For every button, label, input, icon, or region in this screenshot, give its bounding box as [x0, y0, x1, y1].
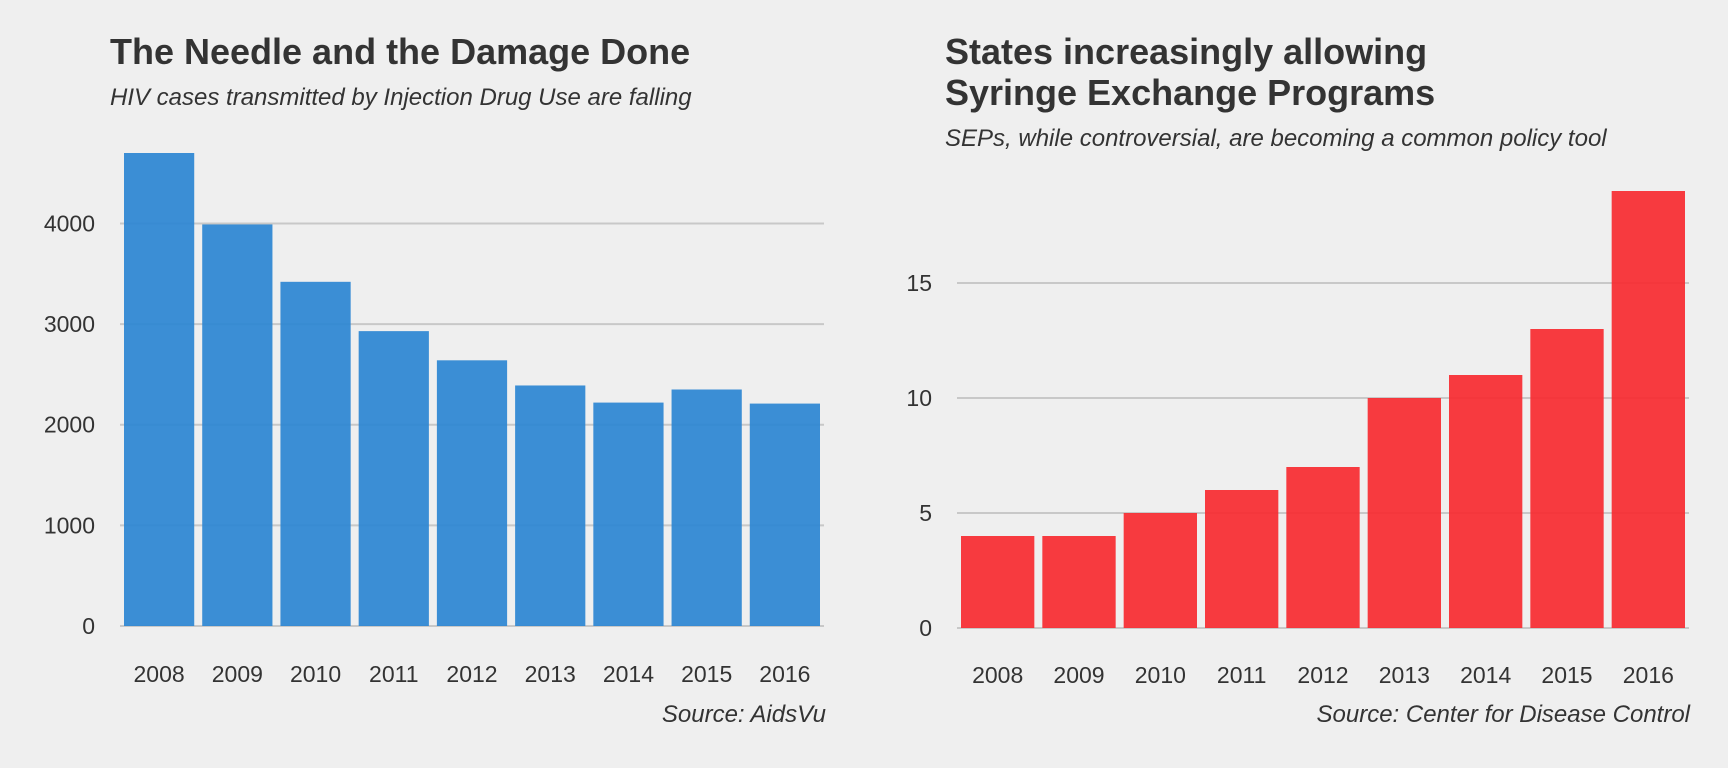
x-tick-label: 2008 [134, 661, 185, 687]
bar-2016 [749, 403, 820, 626]
x-tick-label: 2015 [1541, 662, 1592, 688]
chart-title: The Needle and the Damage Done [110, 31, 691, 72]
y-tick-label: 3000 [44, 311, 95, 337]
chart-subtitle: HIV cases transmitted by Injection Drug … [110, 84, 692, 111]
chart-panel-hiv: The Needle and the Damage Done HIV cases… [44, 31, 826, 728]
x-tick-label: 2013 [525, 661, 576, 687]
bar-2014 [1449, 375, 1523, 628]
y-tick-label: 15 [906, 270, 932, 296]
x-tick-label: 2014 [1460, 662, 1511, 688]
sep-bar-chart: 0 5 10 15 2008 2009 2010 2011 2012 2013 2014 2015 20… [906, 191, 1689, 688]
y-tick-label: 1000 [44, 512, 95, 538]
x-tick-label: 2011 [369, 661, 418, 687]
x-tick-label: 2009 [1053, 662, 1104, 688]
chart-source: Source: AidsVu [661, 701, 826, 728]
chart-subtitle: SEPs, while controversial, are becoming … [945, 125, 1607, 152]
x-tick-label: 2008 [972, 662, 1023, 688]
bar-2016 [1611, 191, 1685, 628]
y-tick-label: 0 [919, 615, 932, 641]
y-tick-label: 2000 [44, 412, 95, 438]
y-tick-label: 10 [906, 385, 932, 411]
bar-2012 [1286, 467, 1360, 628]
hiv-bar-chart: 0 1000 2000 3000 4000 2008 2009 2010 2011 2012 201… [44, 153, 824, 687]
x-tick-label: 2012 [446, 661, 497, 687]
x-tick-label: 2016 [759, 661, 810, 687]
chart-source: Source: Center for Disease Control [1316, 701, 1691, 728]
bar-2008 [124, 153, 195, 626]
bar-2011 [1205, 490, 1279, 628]
x-tick-label: 2016 [1623, 662, 1674, 688]
bar-2008 [961, 536, 1035, 628]
x-tick-label: 2010 [290, 661, 341, 687]
bar-2009 [1042, 536, 1116, 628]
y-tick-label: 5 [919, 500, 932, 526]
x-tick-label: 2014 [603, 661, 654, 687]
y-tick-label: 4000 [44, 210, 95, 236]
bar-2015 [1530, 329, 1604, 628]
bar-2013 [515, 385, 586, 626]
x-tick-label: 2011 [1217, 662, 1266, 688]
bar-2009 [202, 224, 273, 626]
bar-2012 [436, 360, 508, 626]
bar-2015 [671, 389, 742, 626]
chart-panel-sep: States increasingly allowing Syringe Exc… [864, 0, 1728, 768]
bar-2011 [358, 331, 429, 626]
y-tick-label: 0 [82, 613, 95, 639]
x-tick-label: 2015 [681, 661, 732, 687]
bar-2010 [1123, 513, 1197, 628]
x-tick-label: 2013 [1379, 662, 1430, 688]
bar-2010 [280, 281, 351, 626]
chart-title: States increasingly allowing Syringe Exc… [945, 31, 1436, 113]
x-tick-label: 2012 [1297, 662, 1348, 688]
bar-2013 [1367, 398, 1441, 628]
x-tick-label: 2010 [1135, 662, 1186, 688]
bar-2014 [593, 402, 664, 626]
x-tick-label: 2009 [212, 661, 263, 687]
